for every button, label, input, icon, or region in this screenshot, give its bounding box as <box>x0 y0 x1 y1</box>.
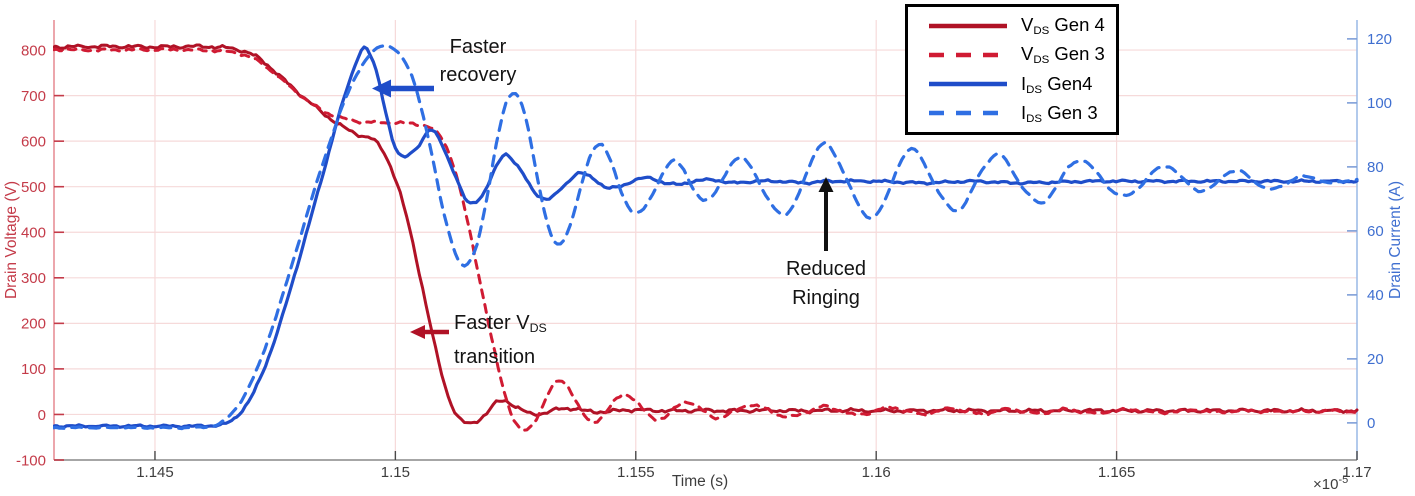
legend-line-solid-blue-icon <box>929 81 1007 87</box>
series-ids-gen4 <box>53 45 1359 430</box>
legend-item-ids-gen4: IDS Gen4 <box>928 73 1116 96</box>
faster-vds-transition-arrow <box>410 325 449 339</box>
legend-line-dashed-red-icon <box>929 52 1007 58</box>
x-tick-label: 1.145 <box>136 464 174 481</box>
left-tick-label: 300 <box>21 270 46 287</box>
legend-label: IDS Gen 3 <box>1021 101 1098 125</box>
reduced-ringing-arrow <box>818 177 834 251</box>
x-axis-multiplier: ×10-5 <box>1313 474 1349 493</box>
faster-recovery-arrow <box>372 79 434 98</box>
right-tick-label: 80 <box>1367 159 1384 176</box>
right-tick-label: 40 <box>1367 287 1384 304</box>
legend-line-solid-red-icon <box>929 23 1007 28</box>
x-tick-label: 1.165 <box>1098 464 1136 481</box>
series-ids-gen3 <box>53 43 1359 431</box>
left-tick-label: -100 <box>16 452 46 469</box>
right-tick-label: 0 <box>1367 415 1375 432</box>
series-layer <box>53 43 1359 432</box>
axes-layer: -100 0 100 200 300 400 500 600 700 800 0 20 40 60 80 10… <box>3 20 1404 490</box>
left-tick-label: 100 <box>21 361 46 378</box>
legend-item-vds-gen3: VDS Gen 3 <box>928 43 1116 66</box>
legend: VDS Gen 4 VDS Gen 3 IDS Gen4 IDS Gen 3 <box>905 4 1119 135</box>
x-tick-label: 1.17 <box>1342 464 1371 481</box>
series-vds-gen3 <box>53 47 1359 432</box>
left-tick-label: 400 <box>21 225 46 242</box>
legend-line-dashed-blue-icon <box>929 111 1007 116</box>
left-tick-label: 200 <box>21 316 46 333</box>
x-tick-label: 1.16 <box>862 464 891 481</box>
left-tick-label: 0 <box>38 407 46 424</box>
right-tick-label: 20 <box>1367 351 1384 368</box>
right-tick-label: 120 <box>1367 31 1392 48</box>
faster-recovery-annotation: Faster recovery <box>439 36 517 86</box>
legend-label: IDS Gen4 <box>1021 72 1093 96</box>
grid-layer <box>54 20 1357 460</box>
right-tick-label: 100 <box>1367 95 1392 112</box>
left-tick-label: 500 <box>21 179 46 196</box>
faster-vds-transition-annotation: Faster VDS transition <box>454 312 547 368</box>
x-tick-label: 1.15 <box>381 464 410 481</box>
x-tick-label: 1.155 <box>617 464 655 481</box>
left-tick-label: 600 <box>21 133 46 150</box>
left-tick-label: 700 <box>21 88 46 105</box>
legend-label: VDS Gen 3 <box>1021 43 1105 67</box>
left-tick-label: 800 <box>21 42 46 59</box>
right-axis-title: Drain Current (A) <box>1387 181 1404 299</box>
left-axis-title: Drain Voltage (V) <box>3 181 20 299</box>
legend-item-ids-gen3: IDS Gen 3 <box>928 102 1116 125</box>
reduced-ringing-annotation: Reduced Ringing <box>785 258 867 309</box>
legend-label: VDS Gen 4 <box>1021 14 1105 38</box>
series-vds-gen4 <box>53 43 1359 425</box>
legend-item-vds-gen4: VDS Gen 4 <box>928 14 1116 37</box>
right-tick-label: 60 <box>1367 223 1384 240</box>
x-axis-title: Time (s) <box>672 473 728 490</box>
